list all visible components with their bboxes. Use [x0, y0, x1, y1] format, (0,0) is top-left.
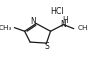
- Text: CH₃: CH₃: [0, 25, 12, 31]
- Text: N: N: [61, 20, 66, 29]
- Text: N: N: [31, 17, 36, 26]
- Text: H: H: [62, 16, 68, 25]
- Text: HCl: HCl: [51, 7, 64, 16]
- Text: S: S: [45, 42, 50, 51]
- Text: CH₃: CH₃: [78, 25, 88, 31]
